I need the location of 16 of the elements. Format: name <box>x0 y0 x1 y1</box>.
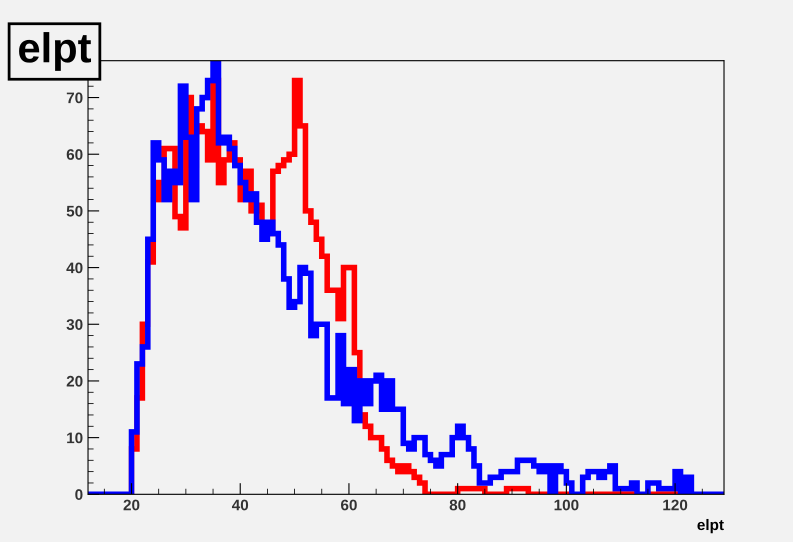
y-tick-label: 10 <box>67 432 83 444</box>
y-tick-label: 0 <box>75 489 83 500</box>
x-tick-label: 20 <box>124 500 140 510</box>
x-axis-title: elpt <box>697 518 724 534</box>
x-tick-label: 80 <box>450 500 466 510</box>
x-tick-label: 120 <box>663 500 688 510</box>
y-tick-label: 20 <box>66 376 83 387</box>
y-tick-label: 50 <box>66 206 83 217</box>
x-tick-label: 100 <box>554 500 578 510</box>
x-tick-label: 40 <box>232 500 248 510</box>
y-tick-label: 30 <box>66 319 83 330</box>
y-tick-label: 60 <box>66 149 83 160</box>
y-tick-label: 70 <box>66 92 83 104</box>
y-tick-label: 40 <box>66 262 83 274</box>
chart-title: elpt <box>19 32 92 71</box>
x-tick-label: 60 <box>341 500 357 510</box>
